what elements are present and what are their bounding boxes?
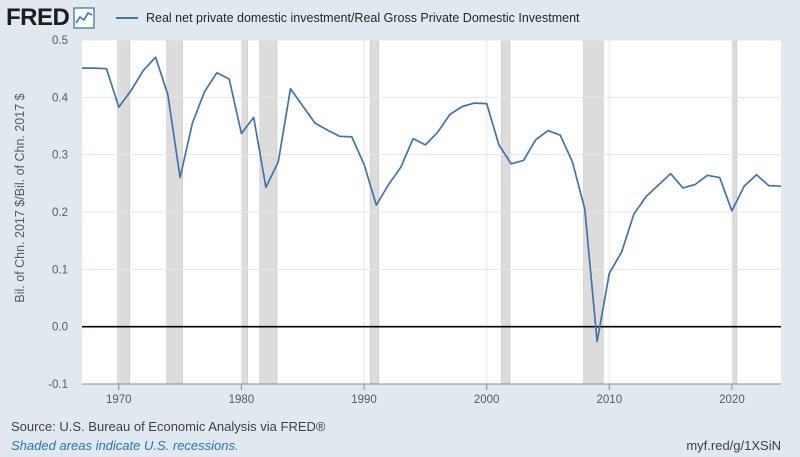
y-tick-label: 0.1 xyxy=(52,264,68,276)
y-tick-label: 0.4 xyxy=(52,92,69,104)
x-tick-label: 2000 xyxy=(474,394,500,406)
fred-logo[interactable]: FRED xyxy=(6,4,95,32)
x-tick-label: 2020 xyxy=(719,394,745,406)
x-tick-label: 1970 xyxy=(106,394,132,406)
x-tick-label: 1990 xyxy=(351,394,377,406)
chart-line-icon xyxy=(73,7,95,29)
legend-line-swatch xyxy=(116,17,138,19)
fred-logo-text: FRED xyxy=(6,4,70,31)
short-url-link[interactable]: myf.red/g/1XSiN xyxy=(686,438,781,453)
chart-legend: Real net private domestic investment/Rea… xyxy=(116,11,580,25)
y-tick-label: -0.1 xyxy=(48,379,68,391)
x-tick-label: 1980 xyxy=(229,394,255,406)
y-tick-label: 0.2 xyxy=(52,207,68,219)
legend-series-label: Real net private domestic investment/Rea… xyxy=(146,11,580,25)
x-tick-label: 2010 xyxy=(597,394,623,406)
series-line xyxy=(82,56,782,343)
source-text: Source: U.S. Bureau of Economic Analysis… xyxy=(11,419,326,434)
y-tick-label: 0.3 xyxy=(52,150,68,162)
y-tick-label: 0.0 xyxy=(52,322,68,334)
recession-note: Shaded areas indicate U.S. recessions. xyxy=(11,438,239,453)
y-tick-label: 0.5 xyxy=(52,35,68,47)
